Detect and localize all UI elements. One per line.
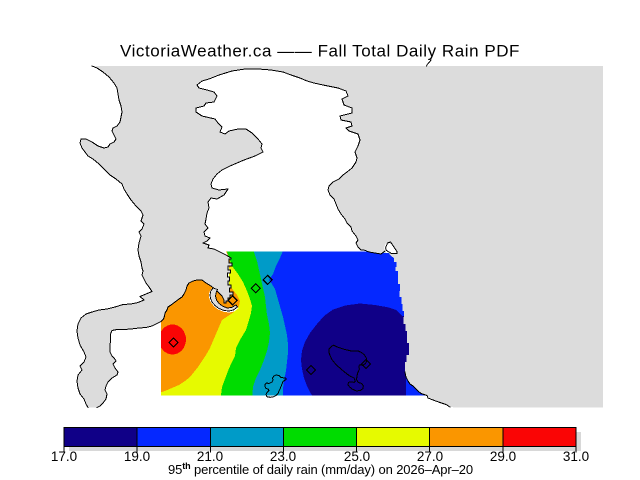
svg-text:27.0: 27.0 <box>417 449 443 464</box>
svg-text:31.0: 31.0 <box>563 449 589 464</box>
svg-text:19.0: 19.0 <box>124 449 150 464</box>
svg-text:21.0: 21.0 <box>197 449 223 464</box>
svg-text:23.0: 23.0 <box>270 449 296 464</box>
svg-text:VictoriaWeather.ca —— Fall T: VictoriaWeather.ca —— Fall Total Daily R… <box>120 42 520 61</box>
svg-text:29.0: 29.0 <box>490 449 516 464</box>
svg-text:17.0: 17.0 <box>51 449 77 464</box>
svg-text:25.0: 25.0 <box>344 449 370 464</box>
svg-text:95th percentile of daily rain: 95th percentile of daily rain (mm/day) o… <box>168 461 473 477</box>
